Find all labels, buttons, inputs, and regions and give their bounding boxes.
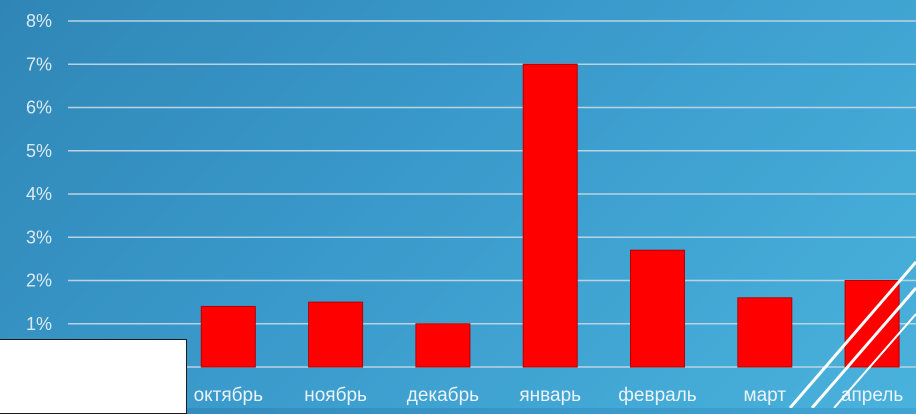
y-tick-label: 1% (26, 314, 52, 334)
y-axis-ticks: 0%1%2%3%4%5%6%7%8% (26, 11, 52, 377)
x-axis-labels: сентябрьоктябрьноябрьдекабрьянварьфеврал… (81, 385, 904, 406)
y-tick-label: 4% (26, 184, 52, 204)
bar (630, 249, 685, 368)
y-tick-label: 3% (26, 227, 52, 247)
decorative-stripe (833, 313, 916, 408)
bar (200, 305, 256, 368)
y-tick-label: 6% (26, 98, 52, 118)
bar (522, 63, 578, 368)
bars (200, 63, 900, 368)
x-category-label: март (744, 385, 787, 406)
bar (737, 297, 793, 368)
x-category-label: январь (519, 385, 581, 406)
y-tick-label: 7% (26, 54, 52, 74)
x-category-label: ноябрь (304, 385, 367, 406)
y-tick-label: 8% (26, 11, 52, 31)
y-tick-label: 5% (26, 141, 52, 161)
x-category-label: декабрь (407, 385, 479, 406)
decorative-stripes (788, 261, 916, 408)
decorative-stripe (810, 287, 916, 408)
bar (415, 323, 471, 368)
white-overlay-box (0, 339, 187, 414)
bar (844, 280, 900, 368)
x-category-label: апрель (841, 385, 903, 406)
x-category-label: февраль (618, 385, 697, 406)
bar (308, 301, 364, 368)
y-tick-label: 2% (26, 271, 52, 291)
x-category-label: октябрь (194, 385, 264, 406)
decorative-stripe (788, 261, 916, 408)
